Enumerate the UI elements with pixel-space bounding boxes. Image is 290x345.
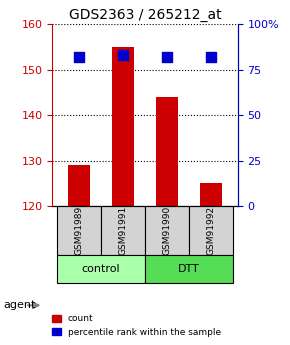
Text: GSM91991: GSM91991: [118, 206, 127, 255]
Bar: [200, 183, 222, 206]
Bar: [156, 97, 178, 206]
Text: agent: agent: [3, 300, 35, 310]
Text: GSM91990: GSM91990: [163, 206, 172, 255]
FancyBboxPatch shape: [57, 255, 145, 283]
FancyBboxPatch shape: [57, 206, 101, 255]
Text: DTT: DTT: [178, 264, 200, 274]
Text: control: control: [81, 264, 120, 274]
FancyBboxPatch shape: [145, 255, 233, 283]
Point: [165, 54, 169, 60]
Point: [121, 52, 125, 58]
Bar: [112, 47, 134, 206]
FancyBboxPatch shape: [145, 206, 189, 255]
Title: GDS2363 / 265212_at: GDS2363 / 265212_at: [69, 8, 221, 22]
FancyBboxPatch shape: [101, 206, 145, 255]
Text: GSM91992: GSM91992: [207, 206, 216, 255]
Point: [76, 54, 81, 60]
Point: [209, 54, 214, 60]
Bar: [68, 165, 90, 206]
Text: GSM91989: GSM91989: [74, 206, 83, 255]
Legend: count, percentile rank within the sample: count, percentile rank within the sample: [48, 311, 225, 341]
FancyBboxPatch shape: [189, 206, 233, 255]
